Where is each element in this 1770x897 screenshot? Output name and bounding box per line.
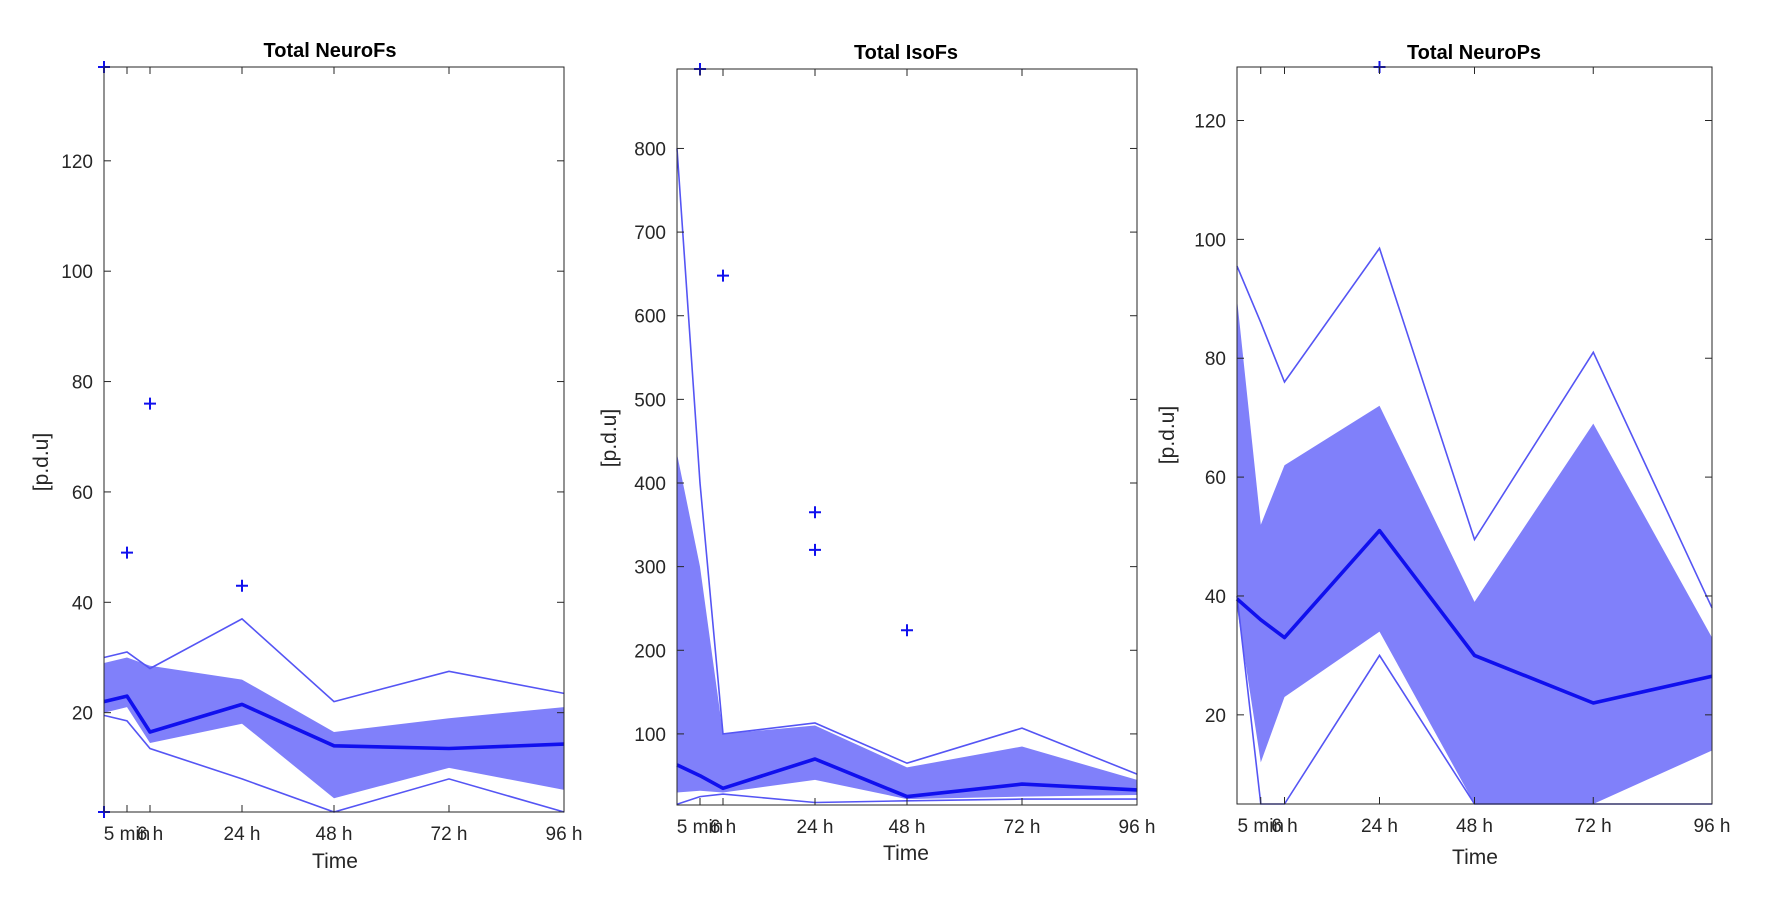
x-axis-label: Time (312, 850, 358, 873)
x-tick-label: 96 h (1694, 816, 1731, 837)
y-tick-label: 20 (1205, 706, 1226, 727)
x-tick-label: 24 h (1361, 816, 1398, 837)
x-tick-label: 5 min (104, 824, 150, 845)
y-tick-label: 500 (634, 390, 666, 411)
x-tick-label: 96 h (1119, 817, 1156, 838)
interquartile-band (1237, 298, 1712, 804)
y-tick-label: 400 (634, 474, 666, 495)
y-axis-label: [p.d.u] (598, 409, 621, 467)
median-line (1235, 528, 1713, 705)
y-axis-label: [p.d.u] (30, 433, 53, 491)
y-tick-label: 120 (1194, 111, 1226, 132)
upper-whisker-line (103, 617, 565, 703)
outlier-marker (236, 579, 248, 592)
x-tick-label: 72 h (1004, 817, 1041, 838)
y-tick-label: 800 (634, 139, 666, 160)
x-tick-label: 5 min (1238, 816, 1284, 837)
interquartile-band (677, 453, 1137, 800)
y-axis-label: [p.d.u] (1156, 406, 1179, 464)
median-line (676, 757, 1138, 799)
x-tick-label: 6 h (137, 824, 163, 845)
y-tick-label: 80 (72, 373, 93, 394)
x-tick-label: 6 h (1271, 816, 1297, 837)
y-tick-label: 40 (1205, 587, 1226, 608)
y-tick-label: 100 (634, 725, 666, 746)
y-tick-label: 20 (72, 704, 93, 725)
chart-panel-total-isofs: Total IsoFs 100 200 300 400 500 600 700 800 5 mi… (598, 42, 1155, 865)
x-tick-label: 96 h (546, 824, 583, 845)
y-tick-label: 600 (634, 307, 666, 328)
plot-area (677, 69, 1137, 805)
upper-whisker-line (676, 148, 1138, 775)
median-line (103, 694, 565, 751)
x-axis-label: Time (883, 842, 929, 865)
x-tick-label: 5 min (677, 817, 723, 838)
x-tick-label: 48 h (316, 824, 353, 845)
chart-title: Total NeuroPs (1407, 42, 1541, 64)
x-tick-label: 48 h (1456, 816, 1493, 837)
y-tick-label: 300 (634, 558, 666, 579)
outlier-marker (901, 624, 913, 637)
chart-title: Total IsoFs (854, 42, 958, 64)
y-tick-label: 100 (1194, 230, 1226, 251)
x-tick-label: 24 h (224, 824, 261, 845)
y-tick-label: 120 (61, 152, 93, 173)
y-tick-label: 700 (634, 223, 666, 244)
outlier-marker (809, 506, 821, 519)
y-tick-label: 100 (61, 262, 93, 283)
x-axis-label: Time (1452, 846, 1498, 869)
x-tick-label: 6 h (710, 817, 736, 838)
y-tick-label: 80 (1205, 349, 1226, 370)
outlier-marker (809, 543, 821, 556)
x-tick-label: 72 h (431, 824, 468, 845)
y-tick-label: 60 (72, 483, 93, 504)
x-tick-label: 24 h (797, 817, 834, 838)
x-tick-label: 48 h (889, 817, 926, 838)
y-tick-label: 200 (634, 641, 666, 662)
outlier-marker (121, 546, 133, 559)
upper-whisker-line (1236, 246, 1713, 609)
chart-title: Total NeuroFs (264, 40, 397, 62)
x-tick-label: 72 h (1575, 816, 1612, 837)
y-tick-label: 40 (72, 593, 93, 614)
outlier-marker (144, 397, 156, 410)
interquartile-band (104, 657, 564, 799)
y-tick-label: 60 (1205, 468, 1226, 489)
lower-whisker-line (103, 714, 565, 813)
outlier-marker (717, 269, 729, 282)
